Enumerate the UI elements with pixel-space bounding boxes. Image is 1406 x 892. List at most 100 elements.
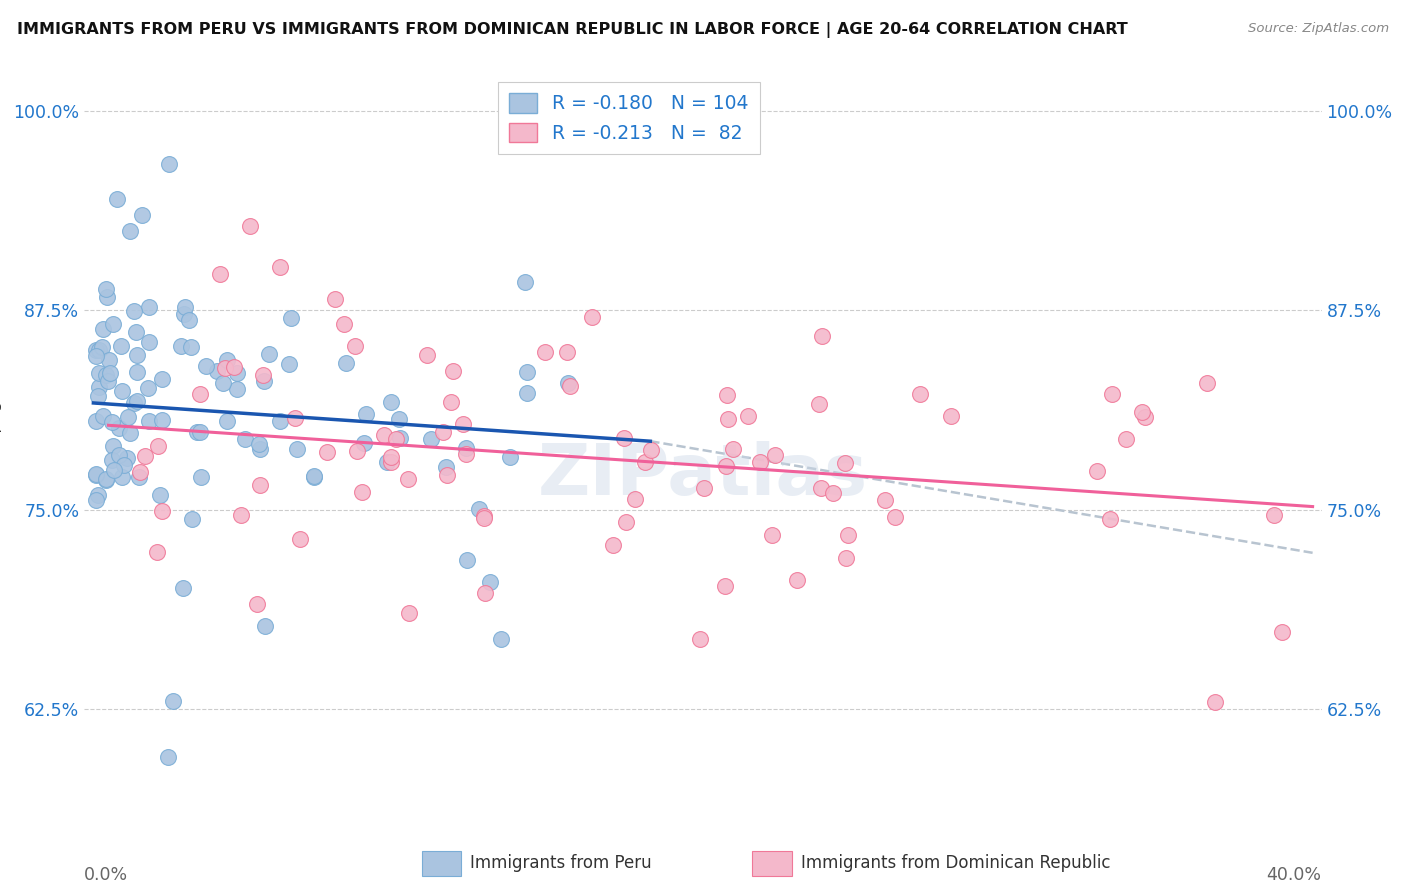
Point — [717, 412, 740, 426]
Point — [284, 410, 307, 425]
Point — [180, 512, 202, 526]
Point — [1135, 409, 1157, 424]
Point — [558, 379, 581, 393]
Point — [225, 366, 247, 380]
Point — [1101, 387, 1123, 401]
Point — [883, 510, 905, 524]
Point — [117, 450, 139, 465]
Point — [86, 415, 108, 429]
Point — [87, 380, 110, 394]
Point — [120, 426, 142, 441]
Point — [170, 339, 193, 353]
Point — [249, 442, 271, 457]
Point — [823, 486, 845, 500]
Point — [239, 219, 262, 233]
Text: Immigrants from Dominican Republic: Immigrants from Dominican Republic — [801, 854, 1111, 871]
Point — [98, 366, 121, 380]
Point — [478, 575, 501, 590]
Point — [375, 455, 398, 469]
Point — [533, 345, 555, 359]
Point — [180, 340, 202, 354]
Point — [269, 414, 291, 428]
Point — [472, 510, 495, 524]
Point — [513, 275, 536, 289]
Point — [194, 359, 217, 373]
Point — [150, 372, 173, 386]
Point — [150, 413, 173, 427]
Point — [138, 335, 160, 350]
Point — [332, 317, 354, 331]
Point — [454, 442, 477, 456]
Point — [86, 343, 108, 358]
Point — [136, 381, 159, 395]
Point — [103, 463, 125, 477]
Point — [101, 453, 124, 467]
Point — [716, 388, 738, 402]
Point — [111, 470, 134, 484]
Point — [131, 208, 153, 222]
Point — [125, 325, 148, 339]
Point — [807, 396, 830, 410]
Point — [614, 515, 637, 529]
Point — [277, 357, 299, 371]
Point — [91, 322, 114, 336]
Point — [432, 425, 454, 439]
Point — [246, 597, 269, 611]
Point — [217, 353, 239, 368]
Point — [456, 447, 478, 461]
Point — [908, 386, 931, 401]
Point — [451, 417, 474, 432]
Point — [96, 290, 118, 304]
Point — [86, 468, 108, 483]
Point — [436, 468, 458, 483]
Point — [353, 436, 375, 450]
Point — [252, 368, 274, 383]
Point — [737, 409, 759, 423]
Point — [335, 356, 357, 370]
Point — [259, 347, 281, 361]
Point — [97, 375, 120, 389]
Point — [87, 367, 110, 381]
Point — [87, 343, 110, 358]
Point — [101, 439, 124, 453]
Point — [640, 443, 662, 458]
Point — [129, 465, 152, 479]
Point — [325, 292, 347, 306]
Point — [209, 267, 232, 281]
Point — [380, 450, 402, 464]
Point — [316, 445, 339, 459]
Point — [763, 448, 786, 462]
Point — [280, 310, 302, 325]
Text: 0.0%: 0.0% — [84, 865, 128, 884]
Point — [146, 545, 169, 559]
Point — [117, 409, 139, 424]
Point — [344, 339, 367, 353]
Point — [172, 581, 194, 595]
Point — [122, 304, 145, 318]
Point — [624, 491, 647, 506]
Point — [1098, 512, 1121, 526]
Point — [346, 444, 368, 458]
Point — [555, 345, 578, 359]
Point — [247, 437, 270, 451]
Point — [714, 579, 737, 593]
Point — [233, 432, 256, 446]
Point — [214, 361, 236, 376]
Point — [96, 368, 118, 383]
Text: Source: ZipAtlas.com: Source: ZipAtlas.com — [1249, 22, 1389, 36]
Point — [434, 459, 457, 474]
Point — [111, 384, 134, 398]
Point — [415, 348, 437, 362]
Point — [96, 473, 118, 487]
Point — [689, 632, 711, 647]
Point — [91, 409, 114, 423]
Point — [613, 431, 636, 445]
Point — [134, 449, 156, 463]
Point — [499, 450, 522, 464]
Point — [602, 537, 624, 551]
Point — [516, 365, 538, 379]
Point — [90, 340, 112, 354]
Point — [87, 389, 110, 403]
Point — [207, 363, 229, 377]
Point — [125, 393, 148, 408]
